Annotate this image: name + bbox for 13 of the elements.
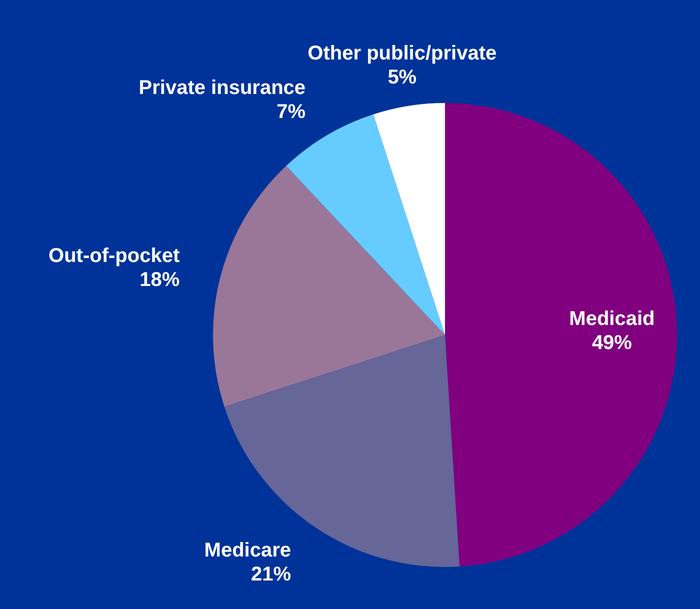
- pie-slice: [213, 166, 445, 407]
- data-label: 7%: [276, 101, 306, 124]
- slice-label: Private insurance: [138, 77, 306, 100]
- slice-label: Medicaid: [569, 308, 655, 330]
- slice-label: Medicare: [204, 540, 291, 562]
- slice-label: Out-of-pocket: [48, 244, 180, 267]
- slice-label: Other public/private: [308, 42, 497, 64]
- pie-slice: [373, 103, 445, 335]
- data-label: 18%: [140, 268, 180, 291]
- data-label: 21%: [250, 564, 292, 586]
- data-label: 5%: [388, 66, 417, 88]
- data-label: 49%: [592, 332, 632, 354]
- pie-slice: [445, 103, 677, 567]
